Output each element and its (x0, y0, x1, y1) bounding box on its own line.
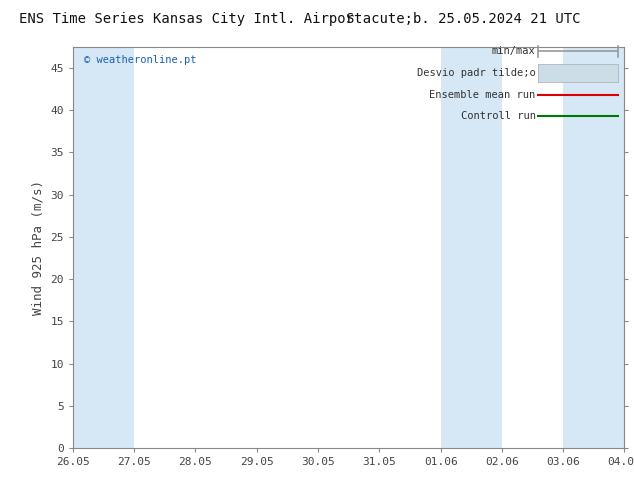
Bar (538, 64, 618, 82)
Bar (73, 47, 134, 448)
Text: © weatheronline.pt: © weatheronline.pt (84, 54, 197, 65)
Text: Ensemble mean run: Ensemble mean run (429, 90, 536, 99)
Text: Desvio padr tilde;o: Desvio padr tilde;o (417, 68, 536, 78)
Text: Controll run: Controll run (461, 111, 536, 121)
Text: S acute;b. 25.05.2024 21 UTC: S acute;b. 25.05.2024 21 UTC (346, 12, 580, 26)
Text: ENS Time Series Kansas City Intl. Airport: ENS Time Series Kansas City Intl. Airpor… (18, 12, 362, 26)
Text: min/max: min/max (492, 47, 536, 56)
Bar (441, 47, 502, 448)
Bar (563, 47, 624, 448)
Y-axis label: Wind 925 hPa (m/s): Wind 925 hPa (m/s) (32, 180, 45, 315)
